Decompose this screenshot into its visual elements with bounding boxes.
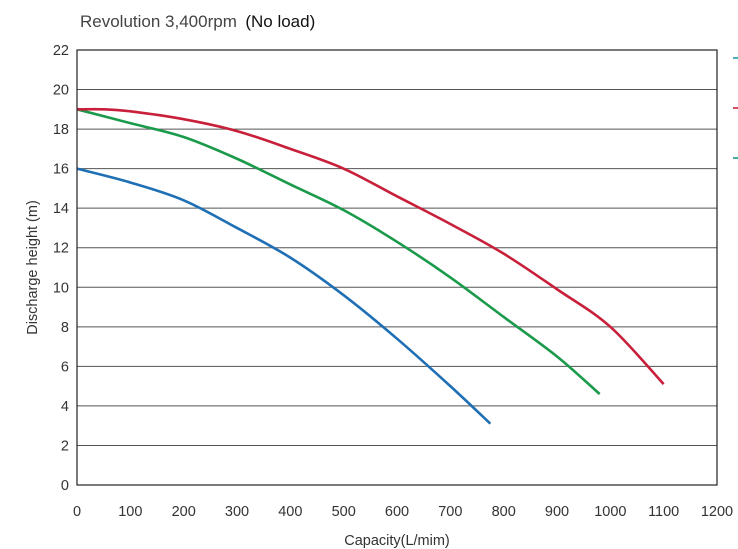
x-tick-label: 800 bbox=[492, 504, 516, 520]
x-tick-label: 1000 bbox=[594, 504, 626, 520]
data-series bbox=[76, 107, 665, 425]
y-tick-label: 2 bbox=[61, 438, 69, 454]
series-line-3 bbox=[76, 107, 665, 386]
chart-title-main: Revolution 3,400rpm bbox=[80, 12, 237, 31]
y-tick-label: 8 bbox=[61, 320, 69, 336]
y-tick-label: 12 bbox=[53, 241, 69, 257]
x-tick-label: 200 bbox=[172, 504, 196, 520]
x-tick-label: 0 bbox=[73, 504, 81, 520]
x-tick-label: 100 bbox=[118, 504, 142, 520]
x-tick-label: 1100 bbox=[648, 504, 679, 520]
y-tick-label: 22 bbox=[53, 43, 69, 59]
x-tick-label: 300 bbox=[225, 504, 249, 520]
x-tick-label: 500 bbox=[332, 504, 356, 520]
x-tick-label: 900 bbox=[545, 504, 569, 520]
legend-markers bbox=[733, 57, 738, 159]
y-tick-label: 14 bbox=[53, 201, 69, 217]
x-axis-label: Capacity(L/mim) bbox=[344, 533, 450, 549]
y-tick-label: 18 bbox=[53, 122, 69, 138]
chart-title: Revolution 3,400rpm (No load) bbox=[80, 12, 315, 31]
x-tick-label: 1200 bbox=[701, 504, 733, 520]
x-tick-labels: 0 100 200 300 400 500 600 700 800 900 1000 1100 1200 bbox=[73, 504, 733, 520]
x-tick-label: 400 bbox=[278, 504, 302, 520]
y-axis-label: Discharge height (m) bbox=[25, 200, 41, 335]
y-tick-label: 0 bbox=[61, 478, 69, 494]
series-line-1 bbox=[76, 167, 492, 425]
chart-title-condition: (No load) bbox=[245, 12, 315, 31]
x-tick-label: 600 bbox=[385, 504, 409, 520]
plot-frame bbox=[76, 49, 718, 486]
x-tick-label: 700 bbox=[438, 504, 462, 520]
y-tick-label: 6 bbox=[61, 359, 69, 375]
grid-lines bbox=[77, 49, 717, 486]
y-tick-label: 16 bbox=[53, 162, 69, 178]
y-tick-label: 10 bbox=[53, 280, 69, 296]
y-tick-label: 4 bbox=[61, 399, 69, 415]
y-tick-labels: 0 2 4 6 8 10 12 14 16 18 20 22 bbox=[53, 43, 69, 494]
y-tick-label: 20 bbox=[53, 83, 69, 99]
series-line-2 bbox=[76, 108, 601, 396]
